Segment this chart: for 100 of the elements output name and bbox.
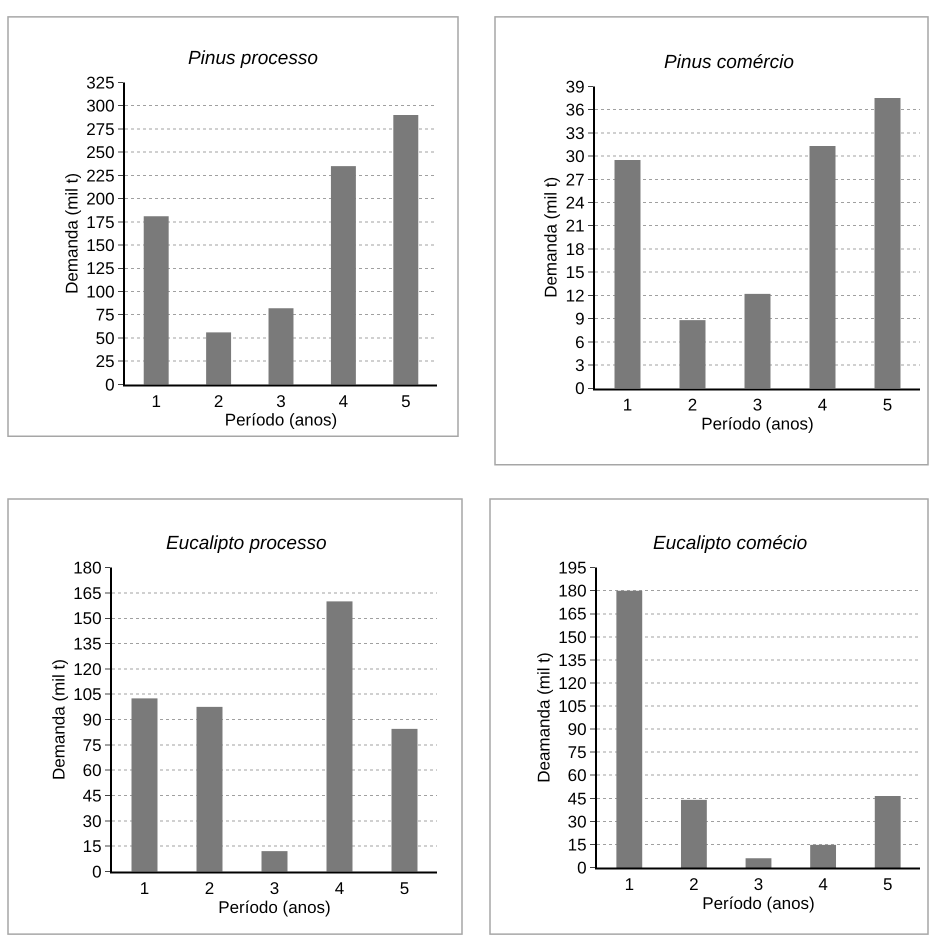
y-tick-label: 6 <box>575 332 585 352</box>
x-tick-label: 2 <box>689 874 699 894</box>
y-tick-label: 0 <box>92 862 102 882</box>
x-tick-label: 4 <box>338 392 348 411</box>
x-axis-title: Período (anos) <box>701 414 814 434</box>
y-tick-label: 150 <box>73 609 102 628</box>
y-axis-title: Demanda (mil t) <box>542 176 561 298</box>
bar <box>262 851 288 872</box>
bar <box>680 800 707 868</box>
y-tick-label: 180 <box>558 582 587 601</box>
x-tick-label: 4 <box>818 874 828 894</box>
bar <box>874 98 900 388</box>
bar <box>746 858 772 868</box>
chart-title: Pinus processo <box>188 48 318 69</box>
y-tick-label: 180 <box>73 558 102 578</box>
x-tick-label: 5 <box>882 396 892 415</box>
y-tick-label: 25 <box>96 352 115 372</box>
bar <box>393 115 418 384</box>
y-tick-label: 21 <box>566 216 585 236</box>
x-tick-label: 3 <box>754 874 764 894</box>
bar <box>810 844 836 868</box>
y-axis-title: Deamanda (mil t) <box>534 652 554 783</box>
x-tick-label: 1 <box>151 392 161 411</box>
y-axis-title: Demanda (mil t) <box>49 659 68 780</box>
bar <box>330 166 356 384</box>
y-tick-label: 90 <box>82 710 102 730</box>
y-tick-label: 105 <box>558 696 587 716</box>
y-tick-label: 45 <box>82 786 102 806</box>
bar <box>616 590 642 868</box>
y-tick-label: 195 <box>558 558 587 578</box>
y-tick-label: 125 <box>86 259 115 278</box>
y-tick-label: 120 <box>73 660 102 679</box>
bar <box>810 146 836 388</box>
y-tick-label: 12 <box>566 286 585 306</box>
y-tick-label: 45 <box>568 789 587 808</box>
x-tick-label: 3 <box>270 878 280 898</box>
y-tick-label: 30 <box>566 147 585 166</box>
x-tick-label: 4 <box>334 878 344 898</box>
y-tick-label: 135 <box>73 634 102 654</box>
bar <box>196 706 222 872</box>
y-tick-label: 0 <box>577 858 587 878</box>
y-tick-label: 135 <box>558 650 587 670</box>
x-tick-label: 3 <box>276 392 286 411</box>
bar <box>206 332 232 384</box>
bar <box>680 320 706 388</box>
y-tick-label: 27 <box>566 170 585 190</box>
x-tick-label: 1 <box>140 878 150 898</box>
x-axis-title: Período (anos) <box>218 898 331 917</box>
chart-title: Eucalipto processo <box>166 533 327 554</box>
y-tick-label: 250 <box>86 143 115 162</box>
bar <box>392 728 418 872</box>
y-tick-label: 120 <box>558 674 587 693</box>
y-tick-label: 9 <box>575 310 585 329</box>
y-tick-label: 75 <box>82 736 102 755</box>
x-tick-label: 2 <box>688 396 698 415</box>
x-tick-label: 5 <box>401 392 411 411</box>
y-tick-label: 30 <box>82 812 102 831</box>
y-tick-label: 24 <box>566 193 585 212</box>
y-axis-title: Demanda (mil t) <box>62 172 82 294</box>
y-tick-label: 75 <box>568 743 587 762</box>
y-tick-label: 105 <box>73 685 102 704</box>
y-tick-label: 18 <box>566 240 585 259</box>
x-tick-label: 2 <box>214 392 224 411</box>
bar <box>326 601 352 872</box>
x-tick-label: 4 <box>818 396 828 415</box>
bar <box>268 308 294 384</box>
y-tick-label: 325 <box>86 73 115 92</box>
x-axis-title: Período (anos) <box>224 410 338 430</box>
y-tick-label: 75 <box>96 306 115 325</box>
y-tick-label: 39 <box>566 77 585 96</box>
y-tick-label: 3 <box>575 356 585 376</box>
bar <box>132 698 158 872</box>
y-tick-label: 225 <box>86 166 115 186</box>
chart-title: Pinus comércio <box>664 52 794 73</box>
y-tick-label: 100 <box>86 282 115 302</box>
y-tick-label: 0 <box>575 379 585 398</box>
y-tick-label: 33 <box>566 124 585 143</box>
y-tick-label: 15 <box>566 263 585 282</box>
y-tick-label: 15 <box>568 835 587 854</box>
y-tick-label: 150 <box>86 236 115 255</box>
y-tick-label: 165 <box>558 604 587 624</box>
x-tick-label: 1 <box>624 874 634 894</box>
y-tick-label: 200 <box>86 190 115 209</box>
y-tick-label: 60 <box>82 761 102 780</box>
y-tick-label: 165 <box>73 584 102 603</box>
x-tick-label: 2 <box>204 878 214 898</box>
y-tick-label: 275 <box>86 120 115 139</box>
y-tick-label: 90 <box>568 720 587 740</box>
y-tick-label: 60 <box>568 766 587 786</box>
x-tick-label: 5 <box>400 878 410 898</box>
y-tick-label: 15 <box>82 837 102 856</box>
x-tick-label: 3 <box>752 396 762 415</box>
y-tick-label: 0 <box>105 375 115 394</box>
bar <box>614 160 640 388</box>
y-tick-label: 300 <box>86 96 115 116</box>
y-tick-label: 30 <box>568 812 587 832</box>
x-tick-label: 5 <box>882 874 892 894</box>
y-tick-label: 50 <box>96 328 115 348</box>
x-tick-label: 1 <box>622 396 632 415</box>
chart-title: Eucalipto comécio <box>653 533 808 554</box>
